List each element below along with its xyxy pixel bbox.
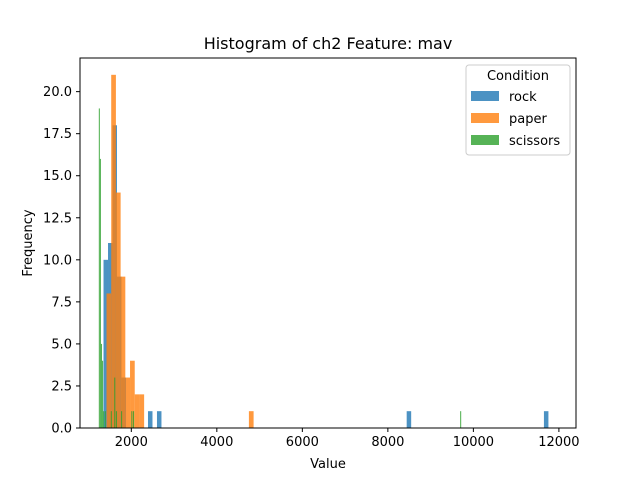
y-tick-label: 10.0 [43, 253, 72, 268]
bar-scissors-10 [131, 411, 133, 428]
legend-swatch-scissors [471, 135, 499, 145]
bar-paper-5 [130, 360, 135, 428]
legend: Condition rock paper scissors [465, 64, 571, 156]
histogram-bars [98, 74, 549, 429]
bar-scissors-0 [98, 108, 100, 428]
legend-label-paper: paper [509, 112, 547, 127]
bar-scissors-12 [460, 411, 462, 428]
x-tick-label: 10000 [453, 435, 494, 450]
y-tick-label: 7.5 [51, 295, 72, 310]
bar-paper-6 [134, 394, 140, 428]
bar-paper-4 [125, 377, 131, 428]
legend-label-scissors: scissors [509, 134, 560, 149]
y-axis: 0.0 2.5 5.0 7.5 10.0 12.5 15.0 17.5 20.0 [43, 85, 80, 437]
y-tick-label: 0.0 [51, 422, 72, 437]
legend-box [465, 64, 571, 156]
x-tick-label: 12000 [538, 435, 579, 450]
y-axis-label: Frequency [21, 209, 36, 276]
bar-scissors-8 [115, 411, 117, 428]
bar-scissors-4 [103, 411, 105, 428]
chart-title: Histogram of ch2 Feature: mav [204, 34, 453, 53]
bar-scissors-11 [133, 411, 135, 428]
y-tick-label: 5.0 [51, 337, 72, 352]
bar-rock-6 [156, 411, 162, 428]
bar-paper-0 [106, 293, 112, 428]
bar-scissors-2 [100, 343, 103, 428]
legend-title: Condition [487, 69, 549, 84]
legend-label-rock: rock [509, 90, 537, 105]
bar-rock-5 [147, 411, 153, 428]
bar-rock-8 [543, 411, 549, 428]
bar-scissors-7 [114, 377, 116, 428]
bar-rock-7 [406, 411, 412, 428]
y-tick-label: 20.0 [43, 85, 72, 100]
bar-scissors-5 [104, 411, 106, 428]
bar-paper-8 [248, 411, 254, 428]
y-tick-label: 15.0 [43, 169, 72, 184]
y-tick-label: 2.5 [51, 379, 72, 394]
y-tick-label: 17.5 [43, 127, 72, 142]
bar-scissors-1 [99, 158, 101, 428]
bar-scissors-9 [121, 411, 123, 428]
x-tick-label: 8000 [371, 435, 404, 450]
bar-scissors-3 [102, 360, 104, 428]
bar-scissors-6 [110, 411, 112, 428]
bar-rock-0 [103, 259, 109, 428]
y-tick-label: 12.5 [43, 211, 72, 226]
x-axis: 2000 4000 6000 8000 10000 12000 [115, 428, 580, 450]
x-tick-label: 6000 [286, 435, 319, 450]
bar-paper-7 [139, 394, 145, 428]
x-axis-label: Value [310, 457, 346, 472]
bar-paper-2 [115, 192, 121, 428]
bar-paper-3 [120, 276, 126, 428]
bar-paper-1 [111, 74, 116, 428]
plot-frame [79, 57, 577, 429]
legend-swatch-paper [471, 113, 499, 123]
x-tick-label: 4000 [200, 435, 233, 450]
legend-swatch-rock [471, 91, 499, 101]
x-tick-label: 2000 [115, 435, 148, 450]
